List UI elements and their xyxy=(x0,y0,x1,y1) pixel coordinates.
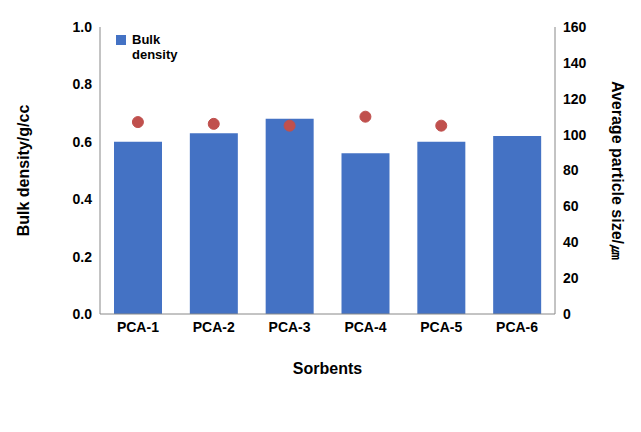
svg-text:PCA-4: PCA-4 xyxy=(344,319,386,335)
svg-text:160: 160 xyxy=(563,19,587,35)
svg-text:0.4: 0.4 xyxy=(73,191,93,207)
svg-text:PCA-5: PCA-5 xyxy=(420,319,462,335)
svg-text:0.0: 0.0 xyxy=(73,306,93,322)
svg-text:0.2: 0.2 xyxy=(73,249,93,265)
svg-text:0.6: 0.6 xyxy=(73,134,93,150)
svg-text:100: 100 xyxy=(563,127,587,143)
svg-text:20: 20 xyxy=(563,270,579,286)
svg-text:0: 0 xyxy=(563,306,571,322)
svg-text:60: 60 xyxy=(563,198,579,214)
svg-text:PCA-2: PCA-2 xyxy=(193,319,235,335)
svg-text:0.8: 0.8 xyxy=(73,76,93,92)
svg-text:PCA-6: PCA-6 xyxy=(496,319,538,335)
svg-text:Sorbents: Sorbents xyxy=(293,360,362,377)
svg-text:120: 120 xyxy=(563,91,587,107)
svg-text:Bulk density/g/cc: Bulk density/g/cc xyxy=(15,105,32,237)
svg-text:PCA-3: PCA-3 xyxy=(269,319,311,335)
html-text:Bulk density: Bulk density xyxy=(132,32,178,62)
svg-text:140: 140 xyxy=(563,55,587,71)
svg-text:40: 40 xyxy=(563,234,579,250)
svg-text:Average particle size/㎛: Average particle size/㎛ xyxy=(609,81,626,260)
svg-text:1.0: 1.0 xyxy=(73,19,93,35)
svg-text:PCA-1: PCA-1 xyxy=(117,319,159,335)
svg-text:80: 80 xyxy=(563,162,579,178)
